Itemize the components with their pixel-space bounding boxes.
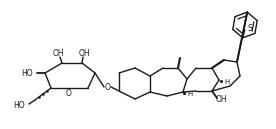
Text: O: O xyxy=(66,88,72,98)
Text: OH: OH xyxy=(78,50,90,58)
Text: HO: HO xyxy=(21,68,33,78)
Text: O: O xyxy=(105,83,111,91)
Text: S: S xyxy=(248,24,253,33)
Text: OH: OH xyxy=(216,95,228,103)
Text: HO: HO xyxy=(13,100,25,110)
Text: H: H xyxy=(187,91,192,97)
Text: OH: OH xyxy=(52,50,64,58)
Text: H: H xyxy=(224,79,229,85)
